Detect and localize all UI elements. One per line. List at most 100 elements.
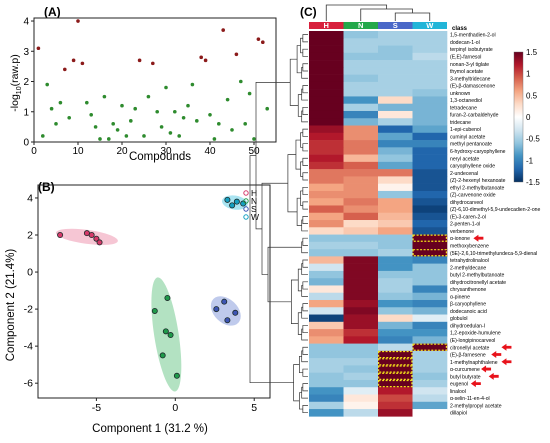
y-tick-label: -2 [24, 304, 33, 316]
heatmap-cell [309, 110, 344, 119]
heatmap-cell [378, 372, 413, 381]
heatmap-cell [309, 96, 344, 104]
heatmap-cell [309, 140, 344, 148]
x-tick-label: 10 [72, 146, 84, 157]
heatmap-cell [412, 96, 448, 104]
dendrogram-branch [360, 8, 413, 21]
data-point-nonsignificant [129, 119, 133, 123]
heatmap-cell [412, 169, 448, 177]
highlight-box [412, 343, 448, 351]
data-point-s [232, 309, 239, 316]
colorbar-tick-label: 0.5 [526, 91, 538, 100]
legend-marker-s [243, 206, 249, 212]
heatmap-cell [309, 118, 344, 126]
heatmap-cells [309, 31, 448, 417]
row-label: α-curcumene [450, 367, 480, 373]
heatmap-cell [309, 154, 344, 163]
heatmap-cell [378, 270, 413, 279]
row-label: dodecan-1-ol [450, 40, 480, 46]
heatmap-cell [378, 38, 413, 46]
heatmap-cell [343, 409, 379, 417]
heatmap-cell [412, 60, 448, 68]
heatmap-cell [343, 52, 379, 61]
heatmap-cell [378, 234, 413, 243]
dendrogram-branch [291, 279, 299, 324]
class-label: class [452, 26, 468, 32]
row-label: methoxybenzene [450, 244, 489, 250]
heatmap-cell [343, 336, 379, 344]
heatmap-cell [343, 212, 379, 221]
data-point-nonsignificant [45, 82, 49, 87]
heatmap-cell [343, 234, 379, 243]
dendrogram-branch [302, 383, 308, 392]
highlight-arrow [491, 351, 502, 359]
heatmap-cell [412, 38, 448, 46]
heatmap-cell [412, 329, 448, 337]
heatmap-cell [412, 140, 448, 148]
data-point-nonsignificant [217, 122, 221, 126]
row-label: 1-epi-cubenol [450, 127, 481, 133]
panel-a-ticks: 0 10 20 30 40 50 0 1 2 3 4 [23, 17, 260, 157]
heatmap-cell [378, 125, 413, 134]
heatmap-cell [412, 307, 448, 315]
heatmap-cell [343, 358, 379, 366]
data-point-nonsignificant [173, 109, 177, 114]
heatmap-cell [378, 278, 413, 286]
heatmap-cell [309, 350, 344, 359]
heatmap-cell [412, 299, 448, 308]
highlight-box [378, 379, 413, 388]
heatmap-cell [309, 292, 344, 301]
heatmap-cell [309, 394, 344, 403]
heatmap-cell [378, 241, 413, 250]
heatmap-cell [309, 190, 344, 199]
dendrogram-branch [249, 155, 294, 384]
heatmap-cell [343, 154, 379, 163]
data-point-nonsignificant [168, 131, 173, 135]
data-point-nonsignificant [98, 137, 102, 141]
y-tick-label: 2 [27, 230, 33, 242]
highlight-arrow [488, 372, 499, 380]
dendrogram-branch [261, 182, 288, 275]
heatmap-cell [309, 299, 344, 308]
heatmap-cell [309, 263, 344, 272]
heatmap-cell [343, 161, 379, 170]
row-label: eugenol [450, 382, 468, 388]
heatmap-cell [412, 285, 448, 294]
dendrogram-branch [299, 392, 303, 410]
highlight-boxes [378, 234, 448, 388]
heatmap-cell [378, 132, 413, 141]
heatmap-cell [343, 205, 379, 214]
heatmap-cell [309, 60, 344, 68]
row-label: 2-methyldecane [450, 265, 486, 271]
dendrogram-branch [302, 201, 308, 210]
heatmap-cell [412, 409, 448, 417]
colorbar-bar [513, 51, 524, 183]
heatmap-cell [343, 307, 379, 315]
heatmap-cell [378, 379, 413, 388]
heatmap-cell [343, 183, 379, 192]
heatmap-cell [412, 401, 448, 410]
y-tick-label: 4 [23, 17, 29, 28]
column-dendrogram [325, 4, 431, 21]
row-label: 1,3-octanediol [450, 98, 482, 104]
dendrogram-branch [296, 197, 302, 226]
heatmap-cell [378, 147, 413, 155]
dendrogram-branch [297, 94, 302, 117]
row-label: 2-methylpropyl acetate [450, 403, 502, 409]
legend-label-s: S [251, 204, 257, 214]
dendrogram-branch [302, 405, 308, 414]
heatmap-cell [378, 314, 413, 323]
heatmap-cell [309, 372, 344, 381]
heatmap-cell [412, 74, 448, 83]
class-bar-n [343, 22, 378, 29]
row-label: unknown [450, 91, 471, 97]
row-label: linalool [450, 389, 466, 395]
highlight-arrow [473, 234, 484, 242]
panel-b-points [57, 196, 247, 379]
row-label: 2-undecenal [450, 171, 478, 177]
highlight-box [412, 249, 448, 257]
heatmap-cell [378, 140, 413, 148]
data-point-significant [261, 40, 265, 44]
heatmap-cell [343, 401, 379, 410]
panel-a-points [36, 19, 270, 141]
